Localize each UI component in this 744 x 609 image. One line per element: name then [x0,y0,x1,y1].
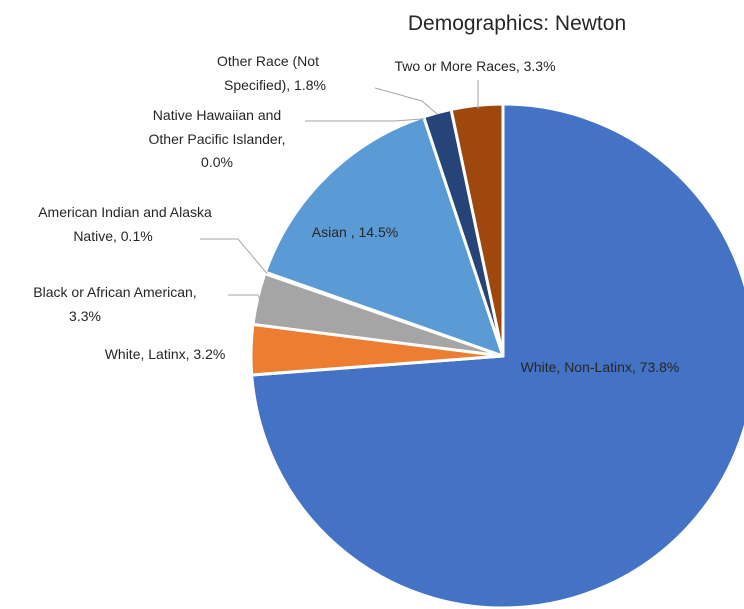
data-label-two-or-more-races: Two or More Races, 3.3% [394,58,555,74]
data-label-american-indian-and-alaska-native: American Indian and Alaska Native, 0.1% [38,204,212,244]
pie-slices [249,102,744,609]
data-label-white-latinx: White, Latinx, 3.2% [105,346,226,362]
leader-lines [200,80,479,300]
pie-slice-two-or-more-races [449,102,505,358]
leader-line-native-hawaiian-and-other-pacific-islander [305,118,425,122]
leader-line-american-indian-and-alaska-native [200,238,268,274]
leader-line-black-or-african-american [228,294,261,300]
leader-line-other-race-not-specified [374,87,439,116]
data-label-white-non-latinx: White, Non-Latinx, 73.8% [521,359,680,375]
data-labels: White, Non-Latinx, 73.8% White, Latinx, 3… [33,53,679,375]
data-label-asian: Asian , 14.5% [312,224,398,240]
pie-slice-asian [263,115,505,358]
leader-line-two-or-more-races [476,80,479,110]
pie-slice-white-non-latinx [250,102,744,609]
chart-title: Demographics: Newton [408,12,626,35]
data-label-black-or-african-american: Black or African American, 3.3% [33,284,196,324]
data-label-native-hawaiian-and-other-pacific-islander: Native Hawaiian and Other Pacific Islande… [149,107,286,170]
data-label-other-race-not-specified: Other Race (Not Specified), 1.8% [217,53,326,93]
